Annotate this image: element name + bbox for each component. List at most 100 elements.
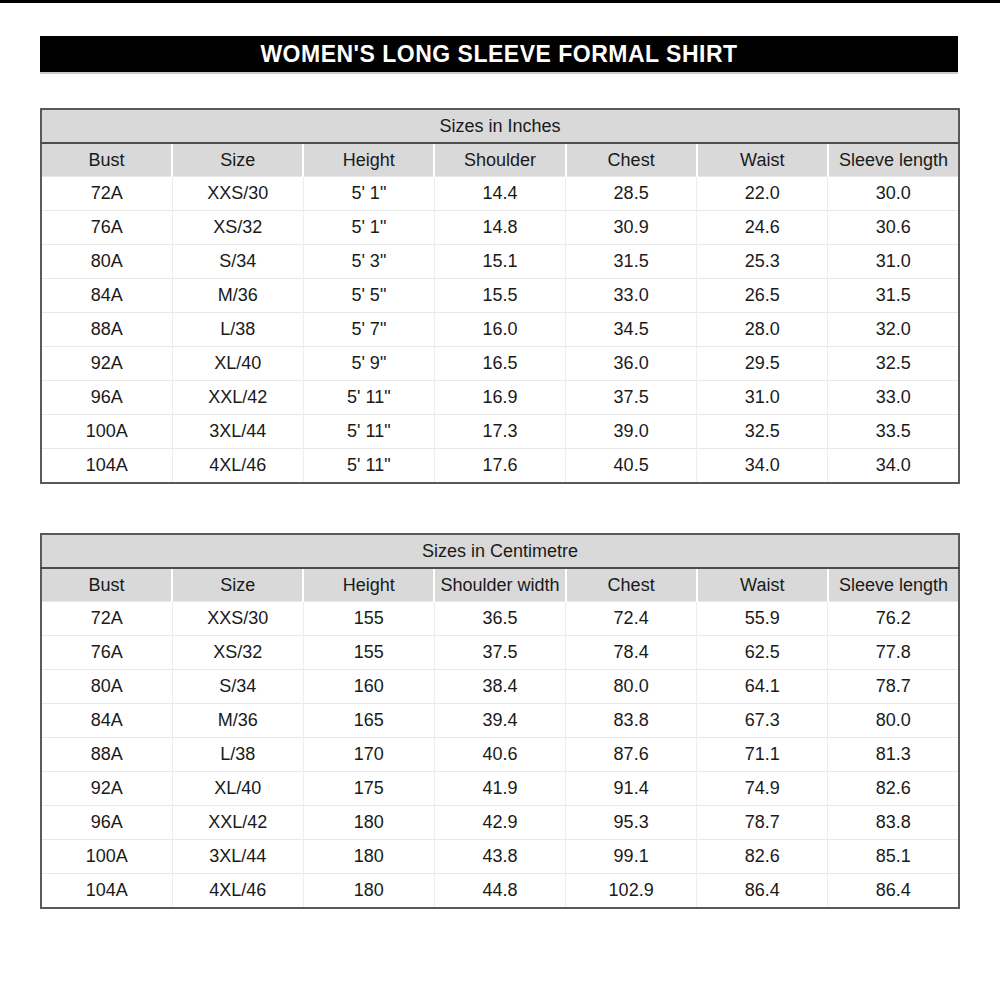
table-cell: 78.4 (566, 636, 697, 670)
table-row: 104A4XL/465' 11"17.640.534.034.0 (41, 449, 959, 484)
table-cell: 96A (41, 806, 172, 840)
table-cell: 100A (41, 415, 172, 449)
table-row: 88AL/385' 7"16.034.528.032.0 (41, 313, 959, 347)
table-cell: 160 (303, 670, 434, 704)
table-cell: 96A (41, 381, 172, 415)
table-cell: 81.3 (828, 738, 959, 772)
table-cell: 5' 3" (303, 245, 434, 279)
table-cell: 80.0 (828, 704, 959, 738)
table-cell: 32.5 (697, 415, 828, 449)
table-cell: 36.5 (434, 602, 565, 636)
table-cell: 43.8 (434, 840, 565, 874)
table-cell: 76.2 (828, 602, 959, 636)
table-cell: 33.0 (828, 381, 959, 415)
table-row: 72AXXS/3015536.572.455.976.2 (41, 602, 959, 636)
column-header: Bust (41, 143, 172, 177)
table-cell: 22.0 (697, 177, 828, 211)
table-cell: 31.0 (828, 245, 959, 279)
table-cell: S/34 (172, 670, 303, 704)
table-cell: 155 (303, 636, 434, 670)
table-cell: 88A (41, 313, 172, 347)
table-row: 104A4XL/4618044.8102.986.486.4 (41, 874, 959, 909)
table-cell: 85.1 (828, 840, 959, 874)
product-title: WOMEN'S LONG SLEEVE FORMAL SHIRT (260, 41, 737, 68)
table-cell: 78.7 (828, 670, 959, 704)
table-cell: 34.0 (697, 449, 828, 484)
table-cell: 175 (303, 772, 434, 806)
table-cell: XXS/30 (172, 602, 303, 636)
header-row: BustSizeHeightShoulder widthChestWaistSl… (41, 568, 959, 602)
column-header: Sleeve length (828, 568, 959, 602)
table-cell: 84A (41, 704, 172, 738)
table-cell: 72A (41, 602, 172, 636)
table-row: 80AS/345' 3"15.131.525.331.0 (41, 245, 959, 279)
table-cell: 32.0 (828, 313, 959, 347)
table-cell: XS/32 (172, 636, 303, 670)
table-cell: 42.9 (434, 806, 565, 840)
table-cell: 44.8 (434, 874, 565, 909)
table-cell: 34.5 (566, 313, 697, 347)
table-cell: XS/32 (172, 211, 303, 245)
table-cell: 72A (41, 177, 172, 211)
table-cell: 104A (41, 874, 172, 909)
table-row: 92AXL/405' 9"16.536.029.532.5 (41, 347, 959, 381)
table-cell: 76A (41, 636, 172, 670)
table-cell: 80A (41, 245, 172, 279)
table-cell: 37.5 (434, 636, 565, 670)
table-cell: 41.9 (434, 772, 565, 806)
table-cell: 14.4 (434, 177, 565, 211)
table-cell: 31.0 (697, 381, 828, 415)
table-title: Sizes in Centimetre (41, 534, 959, 568)
table-cell: 5' 11" (303, 381, 434, 415)
table-cell: 16.5 (434, 347, 565, 381)
table-cell: 3XL/44 (172, 840, 303, 874)
table-cell: XXS/30 (172, 177, 303, 211)
column-header: Size (172, 143, 303, 177)
table-cell: 99.1 (566, 840, 697, 874)
table-cell: 34.0 (828, 449, 959, 484)
table-row: 80AS/3416038.480.064.178.7 (41, 670, 959, 704)
column-header: Waist (697, 568, 828, 602)
table-cell: 104A (41, 449, 172, 484)
table-cell: 88A (41, 738, 172, 772)
column-header: Height (303, 568, 434, 602)
table-cell: 24.6 (697, 211, 828, 245)
column-header: Shoulder width (434, 568, 565, 602)
table-cell: 91.4 (566, 772, 697, 806)
table-cell: 72.4 (566, 602, 697, 636)
table-cell: 76A (41, 211, 172, 245)
table-cell: 92A (41, 772, 172, 806)
table-cell: 80A (41, 670, 172, 704)
table-cell: 165 (303, 704, 434, 738)
table-row: 88AL/3817040.687.671.181.3 (41, 738, 959, 772)
table-cell: 180 (303, 874, 434, 909)
table-cell: 5' 11" (303, 449, 434, 484)
table-cell: XL/40 (172, 347, 303, 381)
table-cell: 82.6 (697, 840, 828, 874)
table-row: 84AM/3616539.483.867.380.0 (41, 704, 959, 738)
table-cell: 38.4 (434, 670, 565, 704)
table-cell: 25.3 (697, 245, 828, 279)
table-cell: 78.7 (697, 806, 828, 840)
table-cell: 15.1 (434, 245, 565, 279)
column-header: Shoulder (434, 143, 565, 177)
sizes-in-inches-table: Sizes in Inches BustSizeHeightShoulderCh… (40, 108, 960, 484)
table-cell: 40.5 (566, 449, 697, 484)
table-cell: 15.5 (434, 279, 565, 313)
table-cell: M/36 (172, 704, 303, 738)
table-cell: 32.5 (828, 347, 959, 381)
table-row: 76AXS/3215537.578.462.577.8 (41, 636, 959, 670)
product-title-banner: WOMEN'S LONG SLEEVE FORMAL SHIRT (40, 36, 958, 72)
table-cell: 4XL/46 (172, 449, 303, 484)
column-header: Size (172, 568, 303, 602)
table-cell: 5' 7" (303, 313, 434, 347)
top-border-line (0, 0, 1000, 3)
table-cell: 170 (303, 738, 434, 772)
table-cell: 77.8 (828, 636, 959, 670)
table-cell: L/38 (172, 738, 303, 772)
table-cell: 37.5 (566, 381, 697, 415)
table-cell: 28.5 (566, 177, 697, 211)
table-cell: 3XL/44 (172, 415, 303, 449)
table-cell: 17.3 (434, 415, 565, 449)
table-cell: 67.3 (697, 704, 828, 738)
